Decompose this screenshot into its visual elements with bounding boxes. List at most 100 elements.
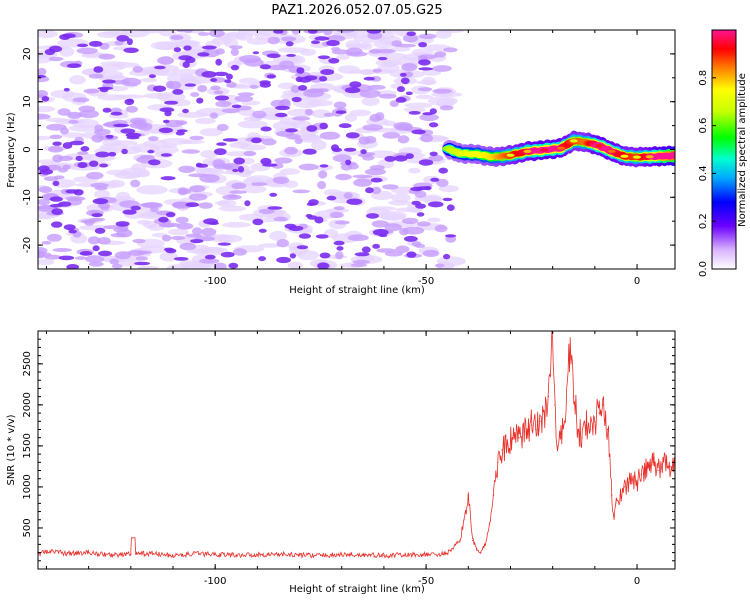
spectrum-spot-blob (418, 59, 431, 66)
spectrum-patch-blob (216, 123, 229, 132)
snr-data-point (277, 553, 280, 555)
snr-data-point (543, 412, 545, 414)
snr-data-point (476, 547, 478, 550)
colorbar-tick-label: 0.8 (698, 70, 709, 86)
spectrum-patch-blob (44, 254, 62, 260)
spectrum-haze-blob (38, 106, 56, 113)
spectrum-patch-blob (229, 45, 243, 50)
snr-data-point (467, 494, 469, 496)
spectrum-patch-blob (276, 239, 289, 248)
spectrum-patch-blob (439, 105, 454, 111)
spectrum-patch-blob (221, 108, 240, 114)
spectrum-patch-blob (372, 68, 382, 73)
spectrum-spot-blob (232, 168, 239, 173)
spectrogram-noise-region (38, 30, 466, 269)
spectrum-haze-blob (112, 140, 138, 147)
spectrum-spot-blob (320, 69, 335, 75)
spectrum-patch-blob (331, 47, 341, 51)
spectrum-spot-blob (214, 95, 230, 101)
spectrum-spot-blob (38, 165, 50, 172)
snr-data-point (657, 469, 659, 472)
spectrum-patch-blob (435, 263, 445, 268)
spectrum-spot-blob (214, 148, 227, 156)
snr-data-point (644, 469, 647, 472)
spectrum-patch-blob (230, 48, 239, 56)
spectrum-spot-blob (302, 148, 317, 155)
spectrum-spot-blob (418, 67, 434, 71)
spectrum-patch-blob (190, 92, 200, 97)
spectrum-spot-blob (95, 151, 110, 158)
spectrum-patch-blob (46, 233, 62, 242)
spectrum-spot-blob (178, 55, 193, 61)
spectrum-patch-blob (136, 122, 153, 131)
spectrum-patch-blob (65, 196, 86, 202)
spectrum-patch-blob (188, 193, 208, 201)
snr-x-label: Height of straight line (km) (289, 584, 425, 595)
spectrum-spot-blob (259, 64, 271, 70)
spectrum-spot-blob (311, 40, 320, 45)
spectrum-spot-blob (267, 206, 283, 210)
spectrum-spot-blob (196, 162, 203, 167)
spectrum-spot-blob (444, 234, 457, 238)
spectrum-patch-blob (130, 117, 147, 125)
spectrum-spot-blob (222, 138, 238, 142)
snr-data-point (484, 543, 486, 546)
colorbar-label: Normalized spectral amplitude (737, 73, 748, 227)
spectrum-spot-blob (105, 134, 114, 139)
snr-data-point (320, 554, 322, 557)
spectrum-haze-blob (116, 191, 130, 201)
spectrum-patch-blob (369, 165, 385, 171)
spectrum-patch-blob (267, 36, 280, 45)
spectrum-patch-blob (159, 223, 176, 228)
spectrum-spot-blob (201, 71, 217, 78)
snr-data-point (632, 478, 634, 480)
spectrum-spot-blob (92, 245, 100, 252)
y-tick-label: 1500 (22, 433, 33, 458)
spectrum-spot-blob (289, 253, 296, 259)
spectrum-patch-blob (401, 217, 419, 225)
spectrum-spot-blob (99, 87, 109, 93)
spectrum-patch-blob (197, 32, 210, 36)
spectrum-patch-blob (384, 223, 402, 232)
spectrum-patch-blob (393, 122, 413, 130)
spectrum-spot-blob (443, 253, 451, 260)
spectrum-patch-blob (397, 135, 410, 144)
y-tick-label: 0 (22, 146, 33, 152)
spectrum-patch-blob (210, 85, 221, 91)
spectrum-patch-blob (347, 234, 369, 241)
spectrum-patch-blob (175, 120, 188, 126)
spectrum-patch-blob (130, 179, 141, 188)
spectrum-haze-blob (136, 171, 150, 178)
spectrum-patch-blob (46, 123, 67, 131)
spectrum-patch-blob (181, 149, 200, 154)
spectrum-patch-blob (197, 85, 208, 93)
spectrum-patch-blob (97, 237, 111, 245)
spectrum-spot-blob (418, 159, 434, 166)
spectrum-spot-blob (173, 257, 189, 261)
spectrum-haze-blob (238, 30, 261, 36)
spectrum-haze-blob (59, 46, 75, 57)
snr-data-point (531, 424, 533, 426)
spectrum-patch-blob (284, 146, 298, 155)
spectrum-spot-blob (394, 155, 408, 162)
snr-data-point (151, 552, 153, 555)
spectrum-haze-blob (311, 140, 327, 151)
spectrum-spot-blob (99, 163, 109, 168)
snr-data-point (602, 404, 604, 406)
spectrum-patch-blob (329, 211, 344, 219)
snr-data-point (493, 494, 495, 496)
spectrum-patch-blob (183, 30, 193, 33)
snr-data-point (554, 404, 556, 406)
spectrum-spot-blob (196, 97, 204, 104)
spectrum-patch-blob (443, 47, 458, 53)
spectrum-patch-blob (72, 97, 90, 103)
spectrum-haze-blob (373, 40, 398, 48)
spectrum-patch-blob (318, 170, 328, 179)
spectrum-spot-blob (428, 122, 439, 128)
spectrum-spot-blob (160, 176, 176, 181)
snr-data-point (598, 412, 600, 414)
spectrum-spot-blob (121, 148, 128, 155)
spectrum-patch-blob (298, 163, 319, 171)
snr-x-ticks: -100 -50 0 (45, 331, 640, 587)
spectrogram-x-ticks: -100 -50 0 (45, 30, 640, 287)
